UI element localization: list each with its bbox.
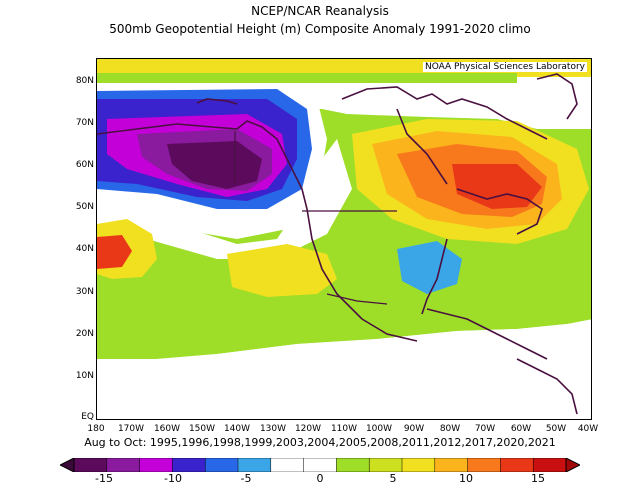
lat-label: 10N xyxy=(75,371,94,381)
map-subtitle: 500mb Geopotential Height (m) Composite … xyxy=(109,22,531,36)
lon-label: 100W xyxy=(365,424,393,434)
lat-label: 70N xyxy=(75,118,94,128)
white-gap xyxy=(97,139,352,259)
colorbar-swatch xyxy=(467,458,502,472)
neg-dark xyxy=(167,141,262,189)
top-green-strip xyxy=(97,73,517,83)
lon-label: 50W xyxy=(545,424,567,434)
colorbar-label: 0 xyxy=(316,472,324,485)
colorbar-swatch xyxy=(73,458,108,472)
colorbar-label: 10 xyxy=(459,472,473,485)
lat-label: 60N xyxy=(75,160,94,170)
lat-label: 30N xyxy=(75,287,94,297)
lon-label: 40W xyxy=(577,424,599,434)
colorbar-swatch xyxy=(270,458,305,472)
white-tropics xyxy=(97,321,591,419)
lon-label: 140W xyxy=(223,424,251,434)
mid-pacific-yellow xyxy=(227,244,337,297)
composite-years: Aug to Oct: 1995,1996,1998,1999,2003,200… xyxy=(84,436,556,449)
colorbar-swatch xyxy=(303,458,338,472)
lon-label: 130W xyxy=(259,424,287,434)
colorbar-max-arrow xyxy=(565,458,580,472)
colorbar-swatch xyxy=(106,458,141,472)
colorbar-label: 5 xyxy=(389,472,397,485)
borders xyxy=(234,131,397,305)
lon-label: 60W xyxy=(510,424,532,434)
colorbar xyxy=(60,458,580,472)
lon-label: 90W xyxy=(403,424,425,434)
se-us-cool xyxy=(397,241,462,294)
colorbar-label: -10 xyxy=(164,472,182,485)
colorbar-label: -15 xyxy=(95,472,113,485)
anomaly-contours xyxy=(97,59,591,419)
colorbar-swatch xyxy=(434,458,469,472)
colorbar-swatch xyxy=(336,458,370,472)
lon-label: 160W xyxy=(153,424,181,434)
lon-label: 110W xyxy=(330,424,358,434)
credit-label: NOAA Physical Sciences Laboratory xyxy=(422,62,587,72)
lon-label: 120W xyxy=(294,424,322,434)
colorbar-swatch xyxy=(500,458,534,472)
lat-label: 80N xyxy=(75,76,94,86)
pacific-warm-core xyxy=(97,235,132,269)
colorbar-swatch xyxy=(237,458,272,472)
coastlines xyxy=(97,73,578,415)
colorbar-swatch xyxy=(532,458,567,472)
lat-label: 40N xyxy=(75,244,94,254)
colorbar-label: -5 xyxy=(240,472,252,485)
lon-label: 150W xyxy=(188,424,216,434)
lon-label: 170W xyxy=(117,424,145,434)
colorbar-swatch xyxy=(204,458,239,472)
lat-label: 20N xyxy=(75,329,94,339)
colorbar-swatch xyxy=(368,458,403,472)
lat-label: EQ xyxy=(81,412,94,422)
lon-label: 180 xyxy=(87,424,105,434)
map-title: NCEP/NCAR Reanalysis xyxy=(251,4,389,18)
colorbar-swatch xyxy=(172,458,206,472)
lon-label: 80W xyxy=(439,424,461,434)
colorbar-label: 15 xyxy=(531,472,545,485)
colorbar-min-arrow xyxy=(60,458,75,472)
colorbar-swatch xyxy=(139,458,174,472)
anomaly-map: NOAA Physical Sciences Laboratory xyxy=(96,58,592,420)
lon-label: 70W xyxy=(474,424,496,434)
colorbar-swatch xyxy=(401,458,436,472)
lat-label: 50N xyxy=(75,202,94,212)
